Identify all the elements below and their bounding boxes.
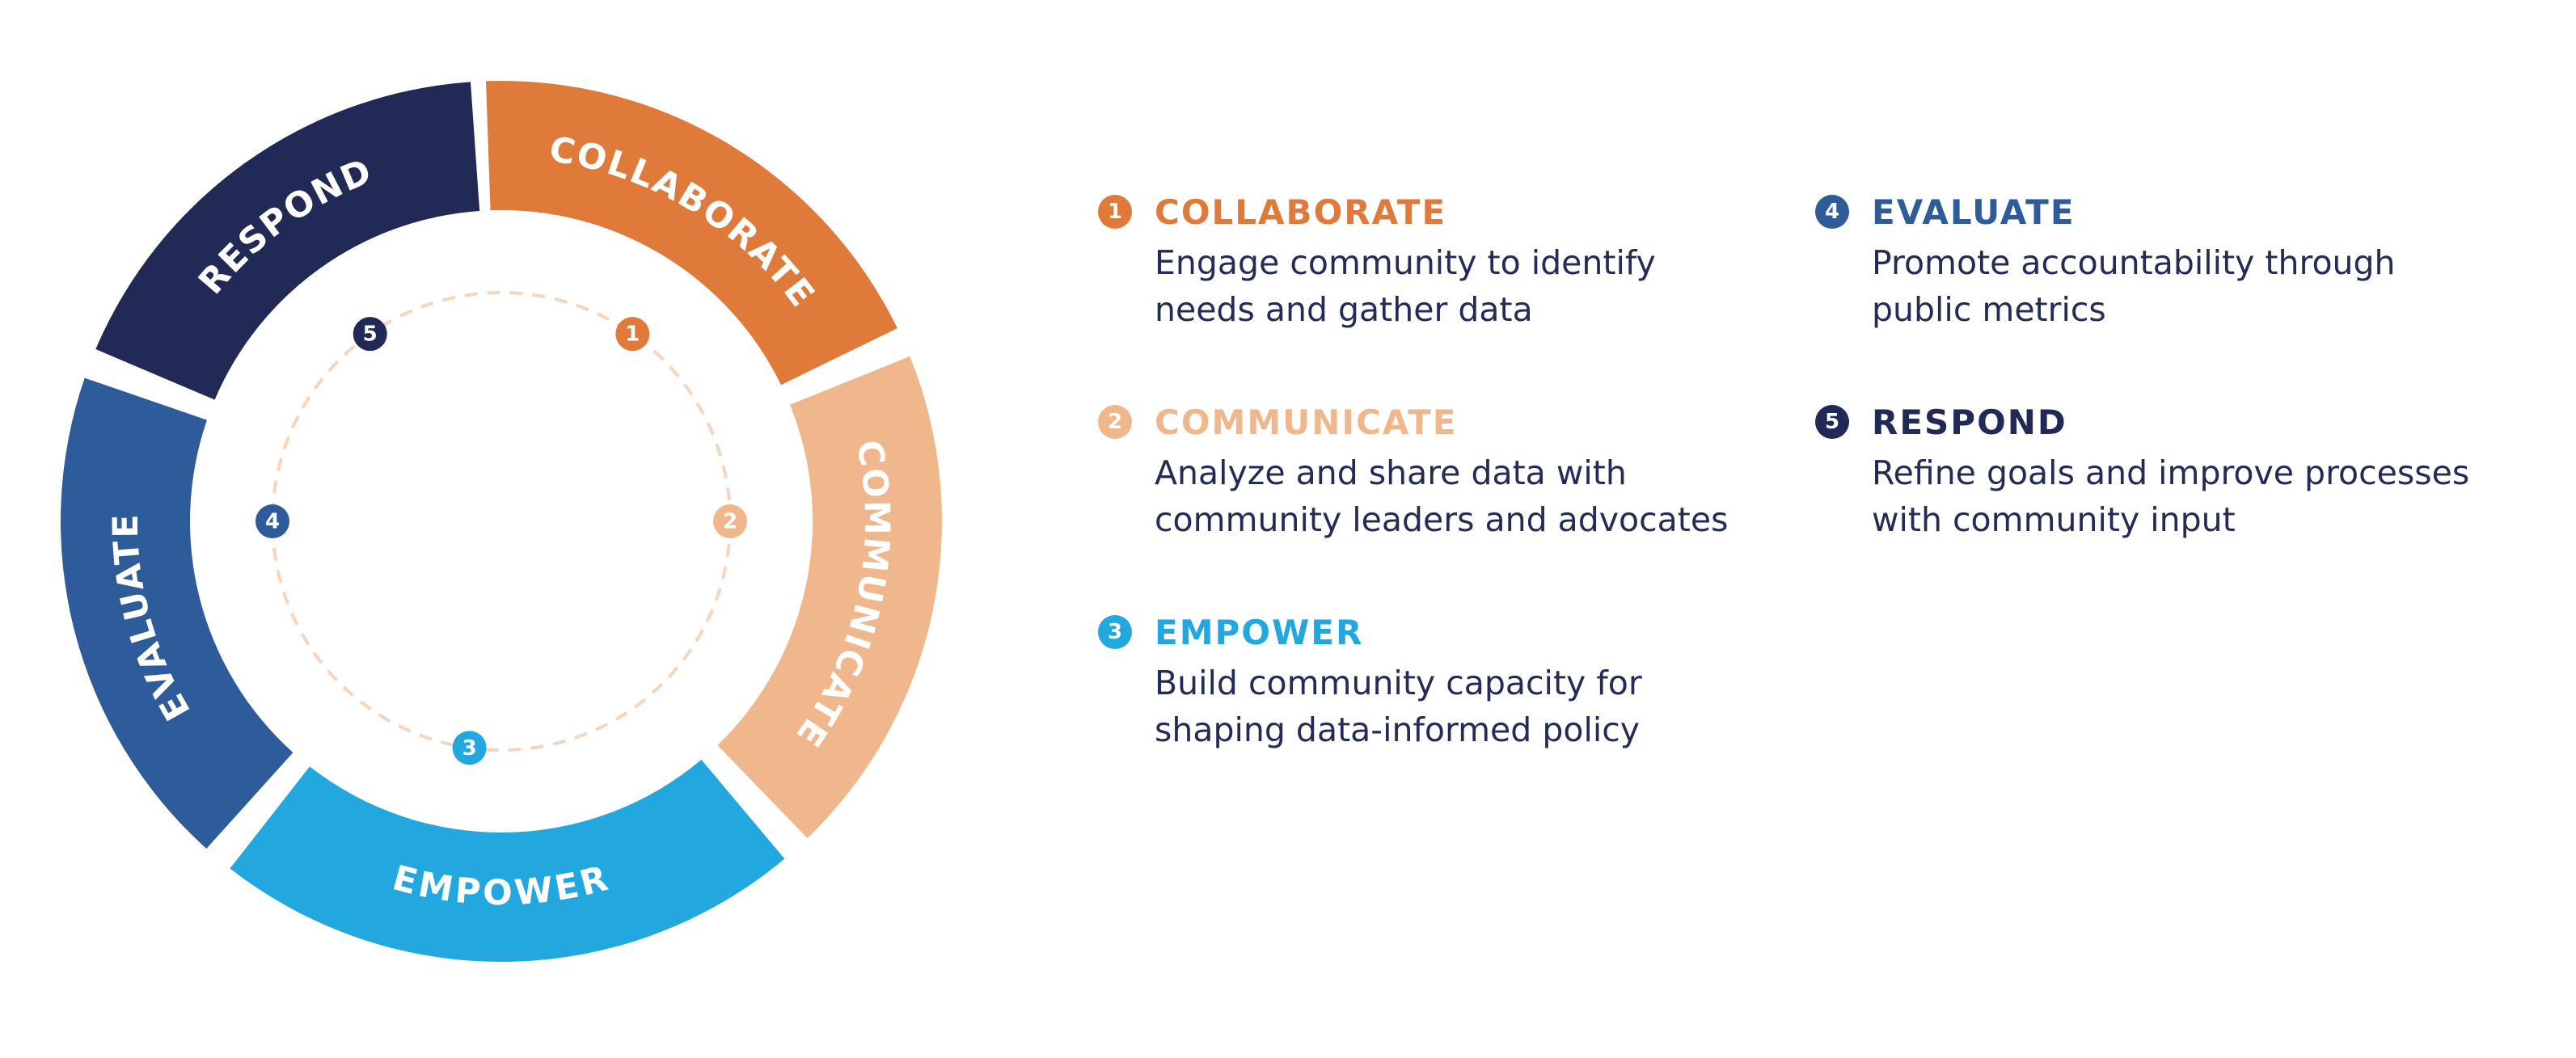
svg-text:4: 4 (265, 510, 280, 534)
inner-marker-1: 1 (615, 317, 650, 352)
ring-segment-empower (230, 759, 785, 963)
inner-marker-3: 3 (452, 731, 487, 765)
legend-title-empower: EMPOWER (1155, 612, 1364, 652)
inner-dashed-circle (271, 291, 732, 752)
legend-title-communicate: COMMUNICATE (1155, 402, 1458, 442)
legend-desc-empower: Build community capacity for shaping dat… (1155, 664, 1642, 749)
cycle-diagram: COLLABORATECOMMUNICATEEMPOWEREVALUATERES… (60, 80, 943, 963)
cycle-ring: COLLABORATECOMMUNICATEEMPOWEREVALUATERES… (60, 80, 943, 963)
svg-text:1: 1 (625, 322, 640, 347)
ring-segment-respond (95, 82, 480, 400)
legend-title-evaluate: EVALUATE (1872, 192, 2076, 232)
ring-segment-communicate (717, 356, 943, 839)
legend-item-communicate: 2 COMMUNICATE Analyze and share data wit… (1098, 398, 1826, 543)
legend-desc-respond: Refine goals and improve processes with … (1872, 453, 2470, 539)
inner-marker-5: 5 (353, 317, 387, 352)
step-1-badge: 1 (1098, 195, 1132, 229)
ring-segment-collaborate (485, 80, 897, 386)
svg-text:2: 2 (723, 510, 737, 534)
legend-item-empower: 3 EMPOWER Build community capacity for s… (1098, 608, 1826, 753)
legend-desc-collaborate: Engage community to identify needs and g… (1155, 243, 1656, 329)
legend-desc-evaluate: Promote accountability through public me… (1872, 243, 2396, 329)
legend-title-respond: RESPOND (1872, 402, 2067, 442)
inner-step-markers: 1 2 3 4 5 (255, 317, 747, 765)
step-3-badge: 3 (1098, 615, 1132, 649)
svg-text:5: 5 (363, 322, 378, 347)
svg-text:3: 3 (462, 736, 477, 761)
legend-item-evaluate: 4 EVALUATE Promote accountability throug… (1815, 188, 2543, 333)
legend-title-collaborate: COLLABORATE (1155, 192, 1447, 232)
inner-marker-4: 4 (255, 504, 289, 538)
inner-marker-2: 2 (713, 504, 747, 538)
step-5-badge: 5 (1815, 405, 1849, 439)
ring-segment-evaluate (60, 377, 293, 849)
step-2-badge: 2 (1098, 405, 1132, 439)
legend-item-collaborate: 1 COLLABORATE Engage community to identi… (1098, 188, 1826, 333)
step-4-badge: 4 (1815, 195, 1849, 229)
legend-item-respond: 5 RESPOND Refine goals and improve proce… (1815, 398, 2543, 543)
legend-desc-communicate: Analyze and share data with community le… (1155, 453, 1729, 539)
